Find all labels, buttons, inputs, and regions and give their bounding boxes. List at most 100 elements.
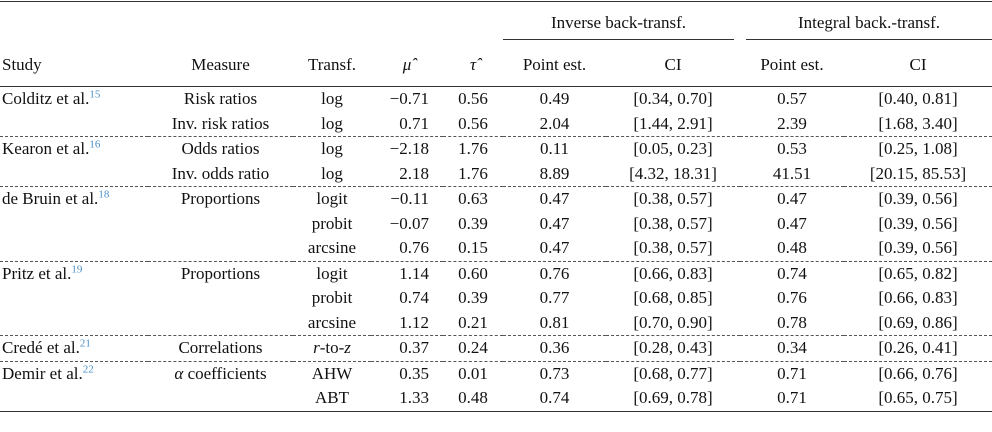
cell-tau: 0.39 [458,288,488,308]
cell-mu: 1.12 [399,312,429,332]
cell-integral-point-est: 0.53 [740,136,844,162]
cell-transf: logit [293,260,371,286]
cell-integral-ci: [0.40, 0.81] [878,89,958,109]
cell-inverse-ci: [0.28, 0.43] [606,335,740,361]
cell-mu: 0.35 [371,360,443,386]
measure-label: Proportions [180,189,261,209]
cell-mu: −2.18 [371,136,443,162]
cell-study [0,236,148,261]
cell-mu: 0.74 [399,288,429,308]
cell-tau: 0.56 [458,89,488,109]
cell-mu: −0.07 [389,213,429,233]
cell-measure: Correlations [148,335,293,361]
col-header-point-est-inverse: Point est. [503,44,606,87]
cell-inverse-ci: [0.68, 0.77] [606,360,740,386]
study-name: Colditz et al. [2,89,90,109]
cell-inverse-point-est: 0.76 [503,260,606,286]
cell-integral-ci: [20.15, 85.53] [869,163,967,183]
cell-mu: −0.71 [389,89,429,109]
study-ref[interactable]: 21 [79,337,91,350]
transf-italic-a: r [313,338,320,358]
col-header-mu-hat: μ̂ [371,44,443,87]
study-ref[interactable]: 19 [71,263,83,276]
study-name: Demir et al. [2,363,83,383]
study-name: de Bruin et al. [2,189,99,209]
transf-label: AHW [311,363,353,383]
col-header-tau-hat: τ̂ [443,44,503,87]
col-header-measure: Measure [148,44,293,87]
cell-study [0,311,148,336]
cell-inverse-point-est: 0.47 [539,213,570,233]
cell-inverse-ci: [0.38, 0.57] [633,213,713,233]
cell-inverse-point-est: 0.47 [539,238,570,258]
cell-transf: ABT [293,386,371,412]
study-name: Pritz et al. [2,263,72,283]
col-header-transf: Transf. [293,44,371,87]
cell-integral-point-est: 0.76 [777,288,807,308]
cell-transf: arcsine [293,311,371,336]
cell-transf: probit [293,286,371,311]
cell-mu: 0.37 [371,335,443,361]
group-header-inverse: Inverse back-transf. [503,11,734,40]
study-ref[interactable]: 22 [82,363,94,376]
cell-inverse-ci: [0.68, 0.85] [633,288,713,308]
cell-study [0,286,148,311]
transf-label: probit [311,213,353,233]
transf-label: probit [311,288,353,308]
cell-measure: Inv. odds ratio [148,162,293,187]
study-name: Credé et al. [2,338,80,358]
cell-tau: 0.63 [443,186,503,212]
cell-integral-ci: [0.66, 0.76] [844,360,992,386]
transf-label: logit [316,189,348,209]
table-body: Colditz et al.15 Risk ratios log −0.71 0.56 0… [0,87,992,412]
cell-measure [148,286,293,311]
cell-tau: 0.60 [443,260,503,286]
table-row: Kearon et al.16 Odds ratios log −2.18 1.76 0.… [0,136,992,162]
transf-label: log [321,89,343,109]
cell-measure: Odds ratios [148,136,293,162]
cell-measure: α coefficients [148,360,293,386]
cell-tau: 0.39 [458,213,488,233]
table-row: arcsine 1.12 0.21 0.81 [0.70, 0.90] 0.78 [0.69… [0,311,992,336]
cell-study [0,212,148,237]
cell-study [0,112,148,137]
measure-label: Correlations [178,338,263,358]
cell-tau: 0.01 [443,360,503,386]
cell-tau: 1.76 [458,163,488,183]
cell-mu: −0.11 [371,186,443,212]
col-header-study: Study [0,44,148,87]
top-rule [0,1,992,2]
cell-integral-ci: [0.26, 0.41] [844,335,992,361]
header-group-row: Inverse back-transf. Integral back.-tran… [0,0,992,44]
cell-transf: logit [293,186,371,212]
cell-study: Colditz et al.15 [0,87,148,112]
cell-study: Demir et al.22 [0,360,148,386]
cell-inverse-point-est: 0.11 [503,136,606,162]
cell-integral-point-est: 41.51 [772,163,812,183]
table-row: probit −0.07 0.39 0.47 [0.38, 0.57] 0.47 [0.39… [0,212,992,237]
table-row: Credé et al.21 Correlations r-to-z 0.37 0.24… [0,335,992,361]
study-ref[interactable]: 16 [89,138,101,151]
cell-integral-point-est: 0.47 [740,186,844,212]
cell-inverse-point-est: 0.36 [503,335,606,361]
col-header-ci-integral: CI [844,44,992,87]
table-row: Pritz et al.19 Proportions logit 1.14 0.60 0.… [0,260,992,286]
cell-measure [148,386,293,412]
transf-label: log [321,113,343,133]
cell-integral-point-est: 0.48 [777,238,807,258]
cell-inverse-point-est: 0.77 [539,288,570,308]
transf-label: log [321,163,343,183]
cell-inverse-point-est: 0.73 [503,360,606,386]
cell-integral-ci: [0.25, 1.08] [844,136,992,162]
cell-integral-point-est: 0.71 [740,360,844,386]
measure-label: Inv. odds ratio [171,163,270,183]
cell-integral-point-est: 0.74 [740,260,844,286]
study-ref[interactable]: 15 [89,88,101,101]
cell-integral-ci: [0.39, 0.56] [844,186,992,212]
cell-integral-point-est: 0.57 [777,89,807,109]
transf-label: arcsine [307,312,357,332]
cell-tau: 0.24 [443,335,503,361]
cell-integral-point-est: 0.78 [777,312,807,332]
study-ref[interactable]: 18 [98,188,110,201]
